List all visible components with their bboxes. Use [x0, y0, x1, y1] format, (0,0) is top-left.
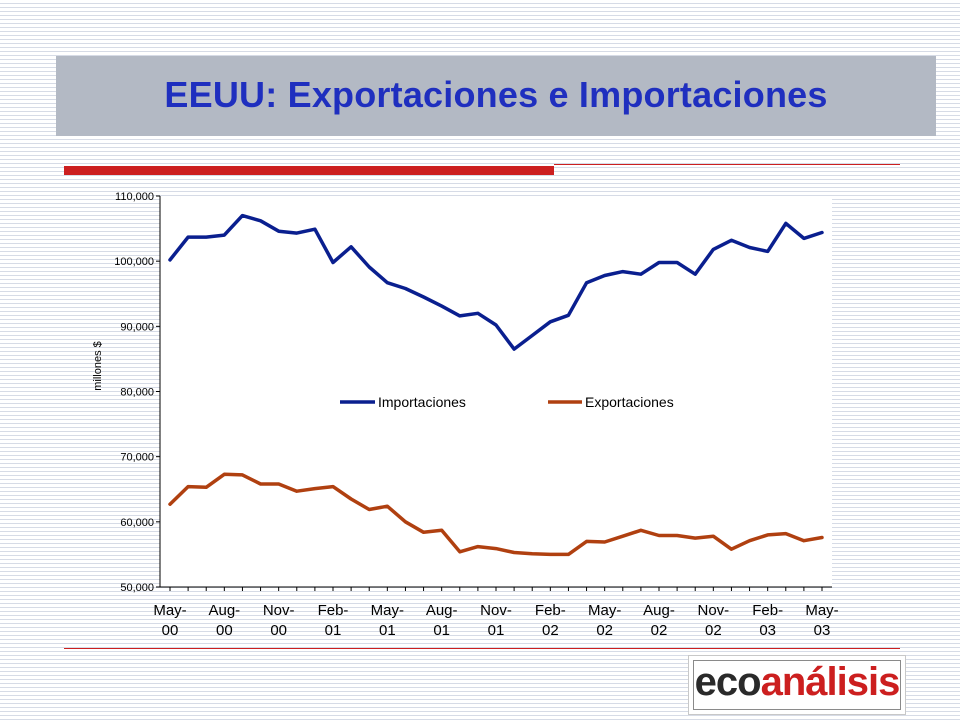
footer-line	[64, 648, 900, 649]
x-tick-label-year: 00	[270, 622, 287, 639]
x-tick-label-month: Feb-	[752, 602, 783, 619]
logo-frame	[693, 660, 901, 710]
x-tick-label-year: 02	[596, 622, 613, 639]
x-tick-label-year: 00	[162, 622, 179, 639]
y-tick-label: 80,000	[120, 387, 154, 399]
x-tick-label-month: Feb-	[318, 602, 349, 619]
series-line-exportaciones	[168, 472, 824, 557]
y-tick-label: 100,000	[114, 256, 154, 268]
accent-bar	[64, 166, 554, 175]
x-tick-label-year: 01	[379, 622, 396, 639]
legend-label-importaciones: Importaciones	[378, 394, 466, 410]
x-tick-label-year: 02	[705, 622, 722, 639]
plot-area	[160, 196, 832, 587]
x-tick-label-month: Nov-	[697, 602, 729, 619]
x-tick-label-month: May-	[371, 602, 404, 619]
x-tick-label-year: 02	[651, 622, 668, 639]
x-tick-label-month: May-	[153, 602, 186, 619]
x-tick-label-year: 01	[433, 622, 450, 639]
x-tick-label-month: Aug-	[208, 602, 240, 619]
x-tick-label-month: Aug-	[643, 602, 675, 619]
title-bar: EEUU: Exportaciones e Importaciones	[56, 56, 936, 136]
x-tick-label-year: 02	[542, 622, 559, 639]
x-tick-label-month: Nov-	[263, 602, 295, 619]
x-tick-label-year: 01	[325, 622, 342, 639]
x-tick-label-year: 03	[814, 622, 831, 639]
legend-label-exportaciones: Exportaciones	[585, 394, 674, 410]
x-tick-label-month: May-	[588, 602, 621, 619]
x-tick-label-year: 01	[488, 622, 505, 639]
y-tick-label: 70,000	[120, 452, 154, 464]
x-tick-label-month: Feb-	[535, 602, 566, 619]
y-tick-label: 110,000	[115, 191, 154, 203]
logo-text: ecoanálisis	[689, 660, 905, 705]
y-tick-label: 90,000	[120, 321, 154, 333]
accent-line	[554, 164, 900, 165]
x-tick-label-year: 03	[759, 622, 776, 639]
logo-text-eco: eco	[694, 660, 762, 704]
y-tick-label: 60,000	[120, 517, 154, 529]
logo-text-analisis: análisis	[760, 660, 901, 704]
x-tick-label-month: May-	[805, 602, 838, 619]
y-axis-title: millones $	[92, 341, 104, 391]
x-tick-label-year: 00	[216, 622, 233, 639]
x-tick-label-month: Aug-	[426, 602, 458, 619]
y-tick-label: 50,000	[120, 582, 154, 594]
series-line-importaciones	[168, 213, 824, 351]
ecoanalisis-logo: ecoanálisis	[688, 655, 906, 715]
slide-title: EEUU: Exportaciones e Importaciones	[164, 74, 828, 115]
x-tick-label-month: Nov-	[480, 602, 512, 619]
